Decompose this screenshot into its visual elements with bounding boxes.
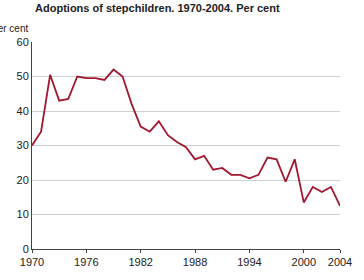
svg-text:30: 30: [17, 139, 29, 151]
svg-text:1994: 1994: [237, 256, 261, 268]
svg-text:50: 50: [17, 70, 29, 82]
svg-text:60: 60: [17, 36, 29, 48]
svg-text:40: 40: [17, 105, 29, 117]
svg-text:10: 10: [17, 208, 29, 220]
svg-text:1988: 1988: [183, 256, 207, 268]
svg-text:0: 0: [23, 243, 29, 255]
svg-text:2004: 2004: [328, 256, 352, 268]
svg-text:1970: 1970: [20, 256, 44, 268]
svg-text:20: 20: [17, 174, 29, 186]
svg-text:1982: 1982: [128, 256, 152, 268]
svg-text:2000: 2000: [292, 256, 316, 268]
svg-text:1976: 1976: [74, 256, 98, 268]
svg-text:Per cent: Per cent: [0, 23, 28, 34]
svg-text:Adoptions of stepchildren. 197: Adoptions of stepchildren. 1970-2004. Pe…: [35, 2, 280, 14]
